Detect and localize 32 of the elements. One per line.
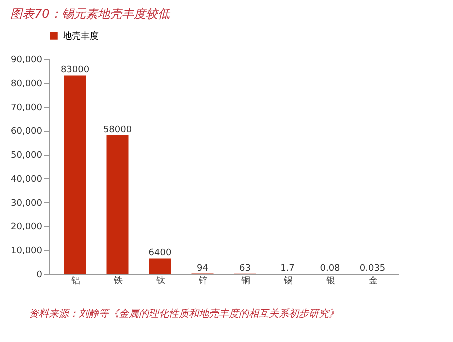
data-label: 1.7	[280, 264, 295, 274]
y-tick-label: 10,000	[11, 246, 43, 257]
data-label: 6400	[148, 248, 172, 259]
y-tick-label: 90,000	[11, 56, 43, 66]
x-tick-label: 铁	[112, 276, 123, 286]
x-tick-label: 锡	[282, 276, 293, 286]
bar	[64, 76, 86, 274]
x-tick-label: 金	[368, 276, 378, 286]
x-tick-label: 铝	[70, 276, 80, 286]
y-tick-label: 80,000	[11, 79, 43, 90]
y-tick-label: 20,000	[11, 222, 43, 233]
data-label: 0.08	[320, 264, 341, 274]
y-tick-label: 60,000	[11, 127, 43, 138]
legend-label: 地壳丰度	[62, 31, 99, 42]
data-label: 0.035	[360, 264, 386, 274]
data-label: 58000	[103, 125, 132, 136]
x-tick-label: 锌	[198, 276, 208, 286]
x-tick-label: 钛	[155, 276, 166, 286]
data-label: 63	[240, 264, 251, 274]
data-label: 83000	[60, 66, 90, 76]
chart-title: 图表70：锡元素地壳丰度较低	[10, 7, 171, 21]
x-tick-label: 铜	[240, 276, 250, 286]
y-tick-label: 50,000	[11, 151, 43, 162]
bar	[149, 258, 172, 274]
y-tick-label: 0	[36, 270, 43, 280]
data-label: 94	[197, 264, 209, 274]
x-tick-label: 银	[325, 276, 336, 286]
y-tick-label: 30,000	[11, 198, 43, 209]
y-tick-label: 70,000	[11, 103, 43, 114]
text: 资料来源：刘静等《金属的理化性质和地壳丰度的相互关系初步研究》	[29, 308, 339, 320]
y-tick-label: 40,000	[11, 174, 43, 185]
bar	[106, 135, 129, 274]
